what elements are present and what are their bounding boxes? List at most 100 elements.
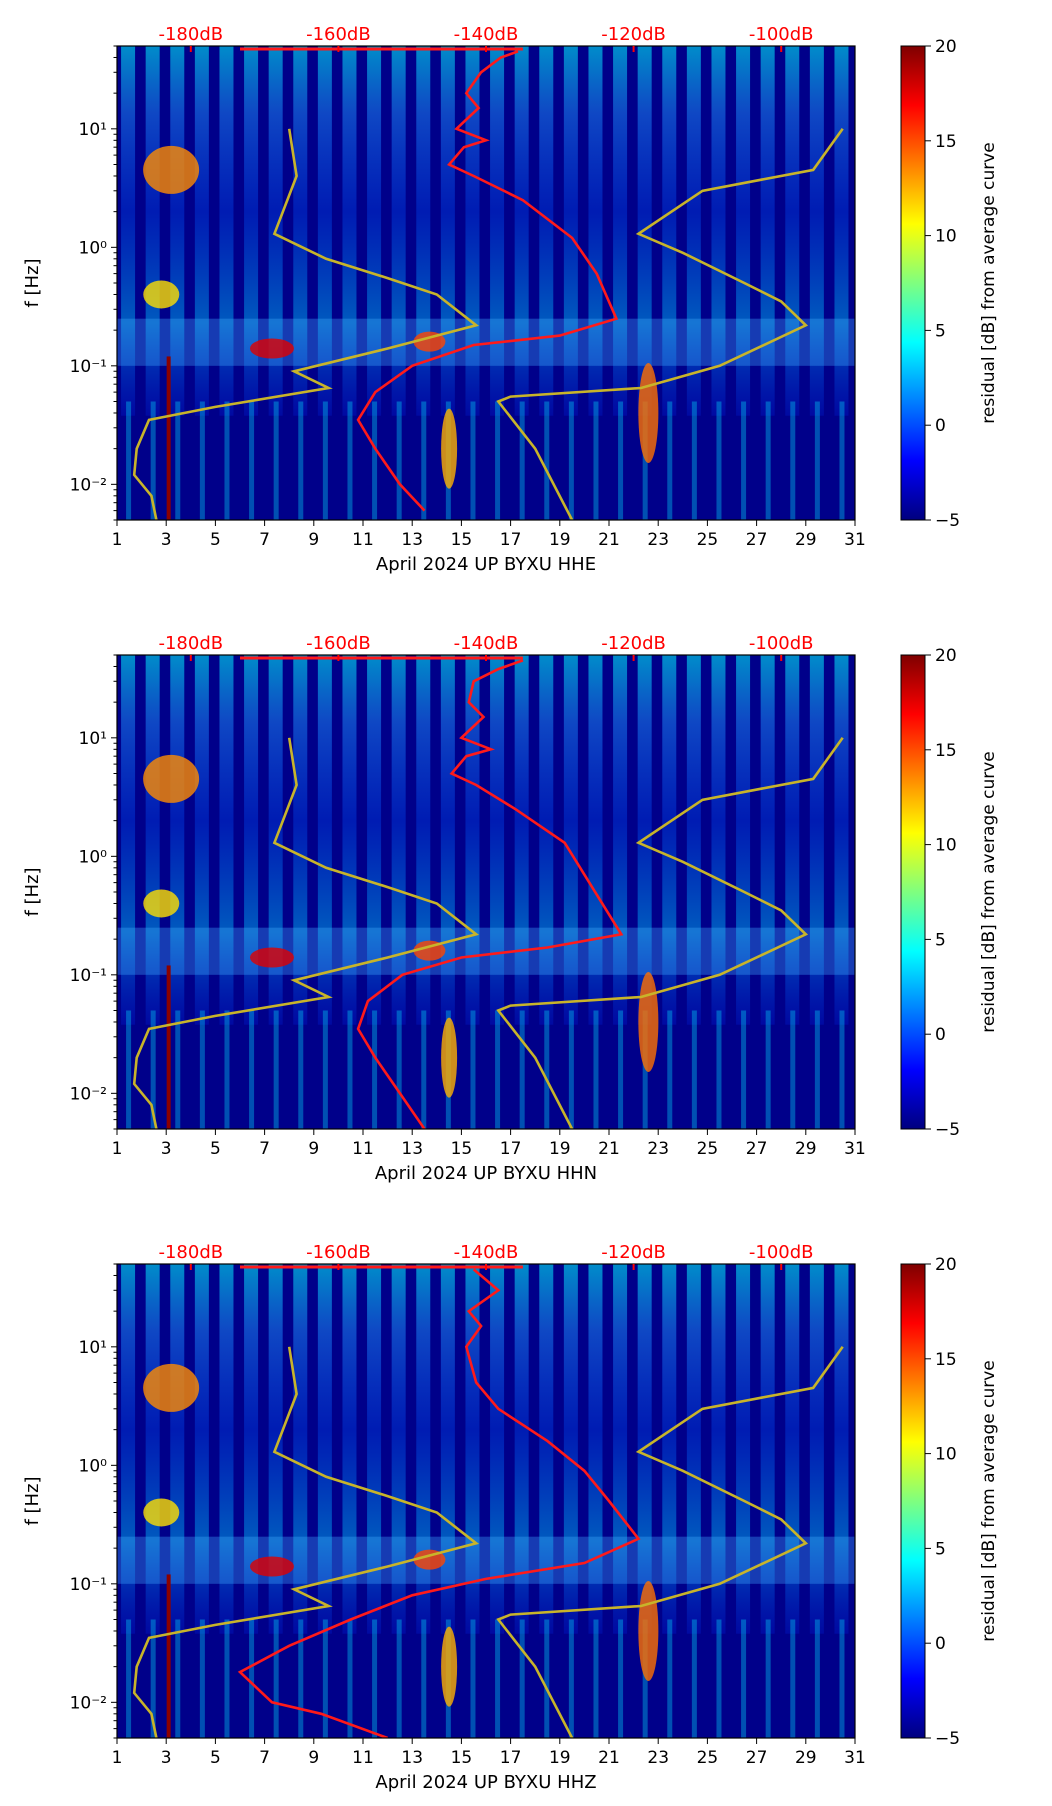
noise-band [539,1264,554,1634]
noise-band [194,46,209,416]
x-tick-label: 13 [401,1139,423,1159]
noise-band [834,1264,849,1634]
x-tick-label: 11 [352,530,374,550]
lowfreq-streak [273,1619,279,1738]
noise-band [785,655,800,1025]
lowfreq-streak [839,1619,845,1738]
lowfreq-streak [790,401,796,520]
colorbar-tick-label: 0 [935,1025,946,1045]
lowfreq-streak [396,1010,402,1129]
noise-band [194,655,209,1025]
lowfreq-streak [691,1619,697,1738]
db-axis-label: -100dB [749,633,814,654]
lowfreq-streak [716,1619,722,1738]
psd-curve [356,659,624,1129]
event-stripe [166,356,171,520]
db-axis-label: -100dB [749,1242,814,1263]
x-axis-label: April 2024 UP BYXU HHZ [375,1772,596,1793]
hotspot [143,145,200,194]
y-tick-label: 10⁰ [79,847,108,867]
x-axis-label: April 2024 UP BYXU HHN [375,1163,597,1184]
hotspot [638,971,659,1072]
x-tick-label: 19 [549,1139,571,1159]
x-tick-label: 7 [259,1748,270,1768]
y-tick-label: 10⁻² [70,475,107,495]
microseism-band [117,1536,855,1584]
noise-band [563,655,578,1025]
lowfreq-streak [618,401,624,520]
lowfreq-streak [347,401,353,520]
lowfreq-streak [642,1619,648,1738]
hotspot [143,1498,180,1527]
x-tick-label: 1 [112,530,123,550]
lowfreq-streak [249,1010,255,1129]
noise-band [662,655,677,1025]
x-tick-label: 23 [647,1748,669,1768]
noise-band [760,655,775,1025]
x-tick-label: 23 [647,530,669,550]
lowfreq-streak [347,1010,353,1129]
lowfreq-streak [372,401,378,520]
lowfreq-streak [741,1010,747,1129]
heatmap-background [117,1264,855,1738]
x-tick-label: 9 [308,1139,319,1159]
lowfreq-streak [199,1619,205,1738]
plot-area [117,1264,855,1738]
noise-band [293,655,308,1025]
x-tick-label: 25 [697,1139,719,1159]
noise-band [711,655,726,1025]
colorbar-tick-label: 5 [935,930,946,950]
lowfreq-streak [765,1010,771,1129]
y-axis-label: f [Hz] [22,258,43,307]
y-tick-label: 10¹ [79,729,107,749]
noise-band [391,46,406,416]
noise-band [588,655,603,1025]
hotspot [441,1017,458,1098]
noise-band [440,1264,455,1634]
x-tick-label: 15 [451,1139,473,1159]
noise-band [170,655,185,1025]
lowfreq-streak [790,1619,796,1738]
noise-band [514,1264,529,1634]
x-tick-label: 19 [549,1748,571,1768]
x-axis-label: April 2024 UP BYXU HHE [376,554,596,575]
hotspot [249,338,294,359]
noise-band [416,46,431,416]
lowfreq-streak [372,1619,378,1738]
y-tick-label: 10¹ [79,1338,107,1358]
lowfreq-streak [298,1619,304,1738]
x-tick-label: 15 [451,1748,473,1768]
lowfreq-streak [224,401,230,520]
colorbar-tick-label: 0 [935,1634,946,1654]
lowfreq-streak [126,1010,132,1129]
lowfreq-streak [175,401,181,520]
noise-band [219,46,234,416]
x-tick-label: 23 [647,1139,669,1159]
microseism-band [117,318,855,366]
noise-band [342,1264,357,1634]
x-tick-label: 15 [451,530,473,550]
lowfreq-streak [347,1619,353,1738]
lowfreq-streak [126,1619,132,1738]
noise-band [244,46,259,416]
y-axis-label: f [Hz] [22,1476,43,1525]
x-tick-label: 21 [598,530,620,550]
lowfreq-streak [470,401,476,520]
lowfreq-streak [396,1619,402,1738]
lowfreq-streak [224,1010,230,1129]
db-axis-label: -180dB [158,633,223,654]
noise-model-curve [132,737,480,1129]
lowfreq-streak [618,1010,624,1129]
lowfreq-streak [298,401,304,520]
noise-band [711,46,726,416]
plot-area [117,46,855,520]
lowfreq-streak [741,1619,747,1738]
noise-band [416,655,431,1025]
lowfreq-streak [199,1010,205,1129]
colorbar-tick-label: 20 [935,1255,957,1275]
x-tick-label: 27 [746,1139,768,1159]
lowfreq-streak [372,1010,378,1129]
lowfreq-streak [839,1010,845,1129]
